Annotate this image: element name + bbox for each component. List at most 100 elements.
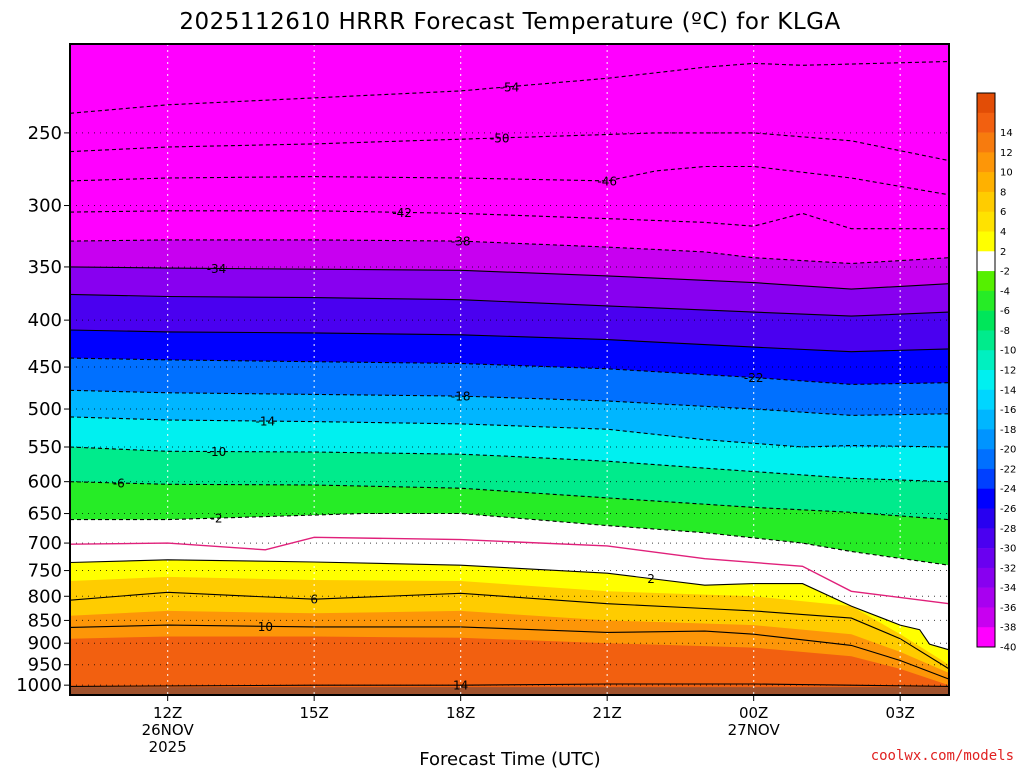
x-tick-label: 21Z (592, 704, 621, 722)
contour-neg50 (69, 132, 950, 162)
y-tick-label: 450 (28, 357, 62, 378)
colorbar-bin (977, 409, 995, 430)
y-tick-label: 350 (28, 257, 62, 278)
contour-neg34 (69, 266, 950, 290)
ground-surface (70, 687, 949, 695)
contour-6 (69, 591, 950, 670)
contour-label: 14 (453, 679, 468, 693)
chart-title: 2025112610 HRRR Forecast Temperature (ºC… (179, 9, 840, 35)
colorbar-label: -40 (1000, 643, 1016, 654)
colorbar-bin (977, 132, 995, 153)
x-tick-label: 12Z (153, 704, 182, 722)
y-tick-label: 800 (28, 586, 62, 607)
contour-neg26 (69, 329, 950, 353)
colorbar-bin (977, 310, 995, 331)
colorbar-label: -18 (1000, 425, 1016, 436)
y-tick-label: 550 (28, 437, 62, 458)
colorbar-label: 12 (1000, 148, 1013, 159)
credit-link[interactable]: coolwx.com/models (871, 748, 1014, 764)
contour-14 (69, 683, 950, 687)
contour-neg6 (69, 481, 950, 521)
contour-label: -50 (490, 131, 510, 145)
colorbar-label: 8 (1000, 187, 1006, 198)
contour-label: 2 (647, 572, 655, 586)
x-tick-label: 03Z (885, 704, 914, 722)
contour-label: -38 (451, 235, 471, 249)
colorbar-bin (977, 191, 995, 213)
contour-neg2 (70, 512, 950, 566)
y-tick-label: 250 (28, 123, 62, 144)
contour-neg30 (69, 293, 950, 317)
colorbar-label: -14 (1000, 385, 1016, 396)
colorbar-label: -2 (1000, 267, 1010, 278)
x-tick-label: 15Z (299, 704, 328, 722)
x-axis-label: Forecast Time (UTC) (419, 749, 600, 768)
plot-frame (69, 43, 950, 696)
colorbar-label: -16 (1000, 405, 1016, 416)
colorbar-bin (977, 93, 995, 114)
colorbar-label: -26 (1000, 504, 1016, 515)
colorbar-frame (976, 92, 996, 648)
y-tick-label: 400 (28, 310, 62, 331)
colorbar-bin (977, 429, 995, 450)
contour-neg38 (69, 239, 950, 265)
colorbar-label: -8 (1000, 326, 1010, 337)
y-tick-label: 600 (28, 472, 62, 493)
contour-label: 6 (310, 593, 318, 607)
y-tick-label: 750 (28, 561, 62, 582)
colorbar-bin (977, 587, 995, 608)
colorbar-label: 4 (1000, 227, 1006, 238)
colorbar-label: -22 (1000, 464, 1016, 475)
contour-neg22 (69, 357, 950, 385)
contour-label: -42 (392, 206, 412, 220)
x-tick-label: 27NOV (728, 721, 781, 739)
colorbar-label: -24 (1000, 484, 1016, 495)
colorbar-bin (977, 607, 995, 628)
contour-2 (69, 559, 950, 651)
colorbar-bin (977, 389, 995, 410)
contour-neg10 (69, 446, 950, 483)
contour-label: -22 (744, 371, 764, 385)
colorbar-bin (977, 370, 995, 391)
colorbar-bin (977, 290, 995, 311)
y-tick-label: 900 (28, 633, 62, 654)
contour-label: -14 (256, 415, 276, 429)
contour-label: -18 (451, 390, 471, 404)
colorbar-bin (977, 468, 995, 490)
x-tick-label: 00Z (739, 704, 768, 722)
y-tick-label: 650 (28, 504, 62, 525)
colorbar-label: 2 (1000, 247, 1006, 258)
contour-label: -10 (207, 445, 227, 459)
colorbar-label: -6 (1000, 306, 1010, 317)
colorbar-bin (977, 172, 995, 193)
colorbar-label: 10 (1000, 168, 1013, 179)
contour-10 (69, 624, 950, 680)
contour-neg46 (69, 165, 950, 196)
colorbar-label: -36 (1000, 603, 1016, 614)
fill-band (70, 636, 949, 695)
contour-0 (69, 536, 950, 605)
contour-label: -54 (500, 80, 520, 94)
x-tick-label: 2025 (149, 738, 187, 756)
contour-neg18 (69, 389, 950, 416)
colorbar-label: -32 (1000, 563, 1016, 574)
contour-label: -34 (207, 262, 227, 276)
contour-label: -2 (211, 512, 223, 526)
x-tick-label: 26NOV (142, 721, 195, 739)
colorbar-label: -10 (1000, 346, 1016, 357)
y-tick-label: 500 (28, 399, 62, 420)
colorbar-label: -20 (1000, 445, 1016, 456)
colorbar-label: 14 (1000, 128, 1013, 139)
y-tick-label: 700 (28, 533, 62, 554)
colorbar-bin (977, 528, 995, 549)
y-tick-label: 950 (28, 655, 62, 676)
colorbar-bin (977, 627, 995, 648)
colorbar-label: 6 (1000, 207, 1006, 218)
colorbar-bin (977, 350, 995, 371)
colorbar-bin (977, 231, 995, 252)
contour-label: -46 (597, 174, 617, 188)
colorbar-bin (977, 112, 995, 133)
